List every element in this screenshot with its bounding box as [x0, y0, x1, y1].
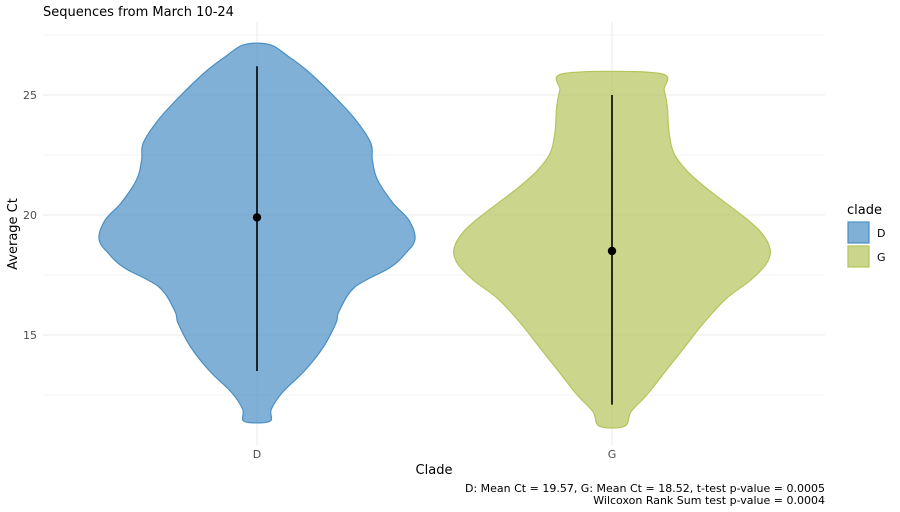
- x-tick-label: D: [253, 448, 261, 461]
- legend-label-D: D: [877, 227, 885, 240]
- legend-key-D: [847, 221, 870, 244]
- chart-title: Sequences from March 10-24: [43, 5, 234, 20]
- mean-point-G: [607, 246, 617, 256]
- y-tick-label: 15: [23, 329, 37, 342]
- mean-points: [252, 213, 617, 256]
- x-axis-title: Clade: [416, 463, 453, 478]
- x-tick-label: G: [608, 448, 617, 461]
- caption-line-1: D: Mean Ct = 19.57, G: Mean Ct = 18.52, …: [465, 482, 825, 495]
- legend-key-G: [847, 245, 870, 268]
- legend-title: clade: [847, 203, 882, 218]
- y-tick-labels: 15 20 25: [23, 89, 37, 342]
- legend-label-G: G: [877, 251, 886, 264]
- y-tick-label: 25: [23, 89, 37, 102]
- violins: [98, 42, 771, 429]
- y-axis-title: Average Ct: [6, 198, 21, 270]
- legend: clade DG: [847, 203, 886, 268]
- mean-point-D: [252, 213, 262, 222]
- y-tick-label: 20: [23, 209, 37, 222]
- caption-line-2: Wilcoxon Rank Sum test p-value = 0.0004: [593, 494, 825, 507]
